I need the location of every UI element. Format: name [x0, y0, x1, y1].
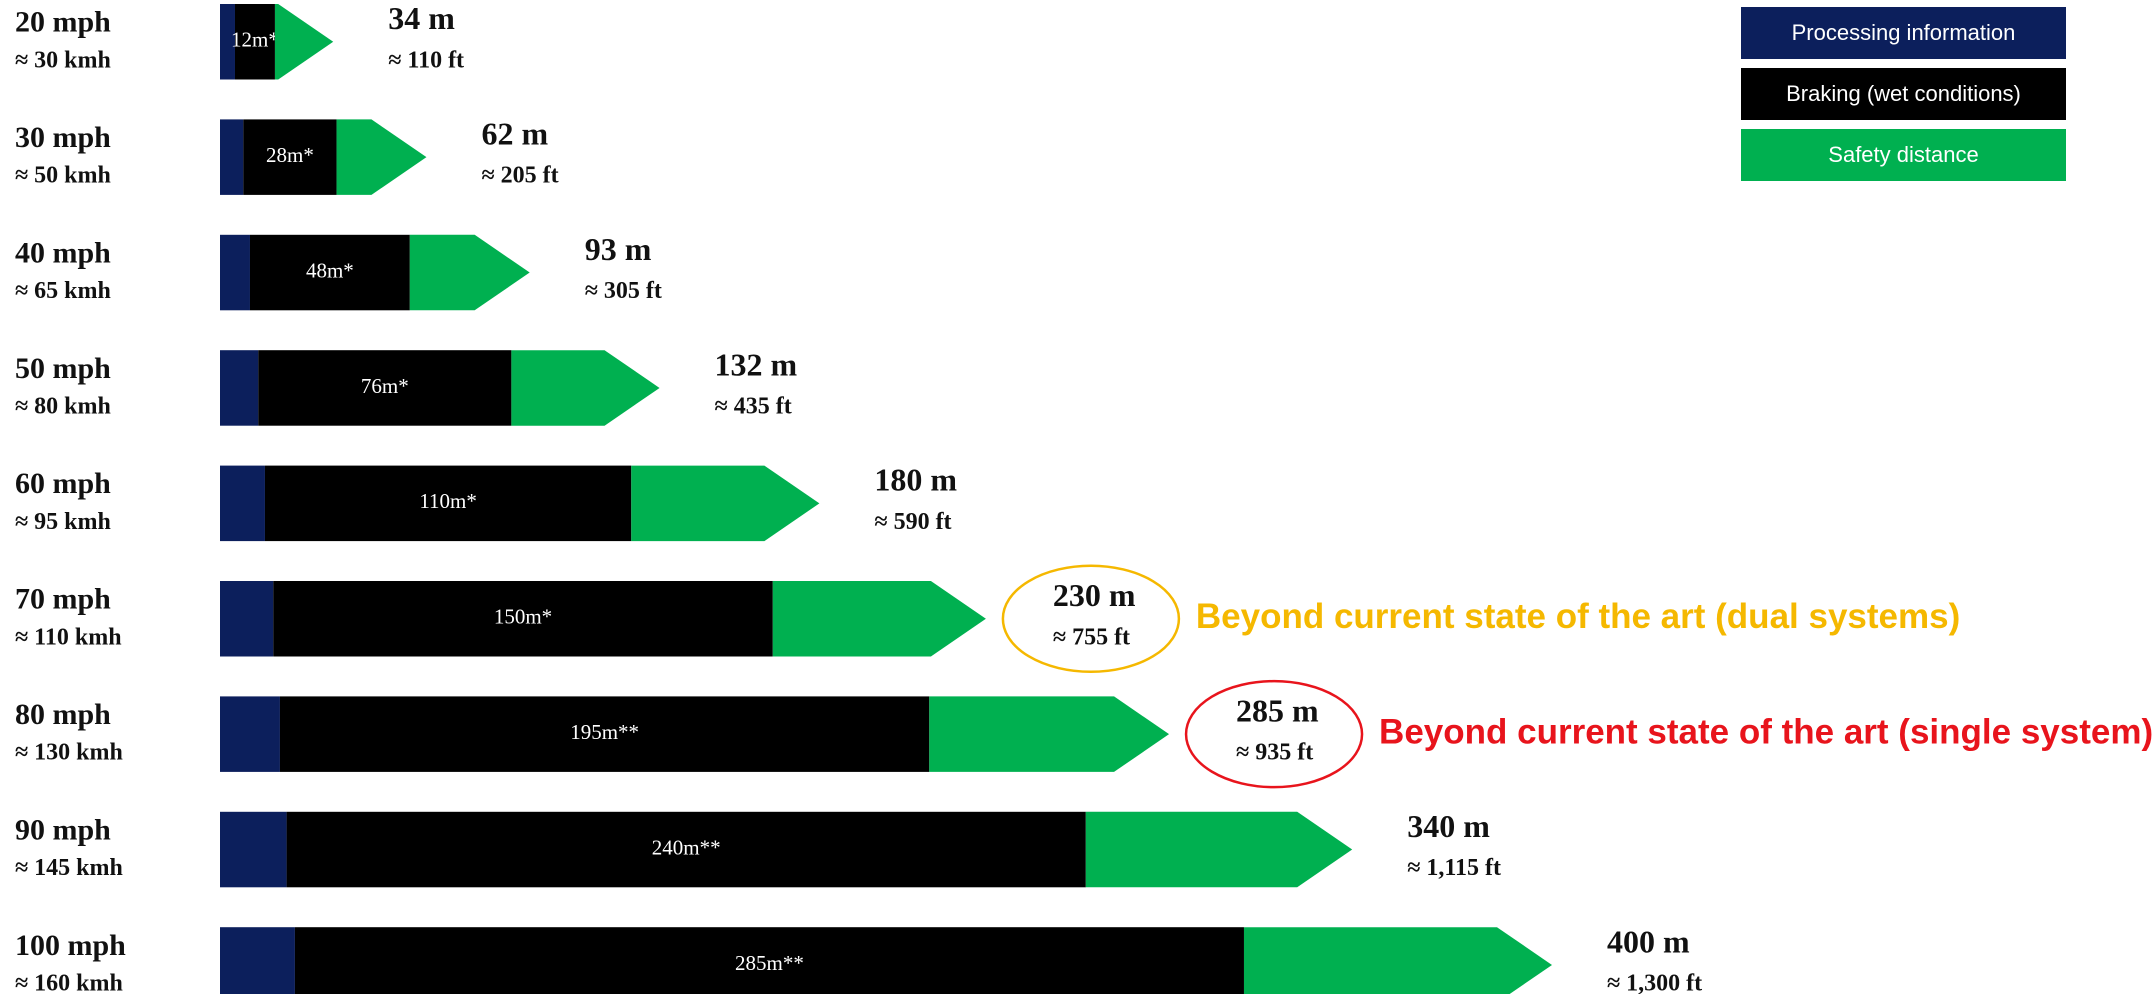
bar-segment — [929, 696, 1170, 772]
value-label: 48m* — [306, 258, 354, 282]
category-sublabel: ≈ 80 kmh — [15, 393, 111, 419]
total-sublabel: ≈ 755 ft — [1053, 624, 1130, 650]
bar-segment — [279, 696, 930, 772]
total-label: 132 m — [715, 346, 798, 382]
bar-segment — [249, 234, 410, 311]
value-label: 76m* — [361, 374, 409, 398]
total-sublabel: ≈ 110 ft — [388, 47, 464, 73]
legend-label: Safety distance — [1828, 142, 1978, 167]
total-sublabel: ≈ 205 ft — [481, 163, 558, 189]
bar-segment — [772, 581, 986, 657]
total-sublabel: ≈ 935 ft — [1236, 740, 1313, 766]
bar-segment — [234, 4, 275, 80]
annotation: Beyond current state of the art (single … — [1379, 712, 2153, 751]
category-label: 100 mph — [15, 929, 126, 962]
value-label: 110m* — [419, 489, 477, 513]
bar-segment — [258, 350, 512, 426]
total-label: 34 m — [388, 0, 455, 36]
legend-swatch — [1741, 68, 2066, 120]
total-label: 180 m — [874, 462, 957, 498]
bar-segment — [220, 234, 250, 311]
value-label: 240m** — [652, 835, 721, 859]
category-sublabel: ≈ 50 kmh — [15, 163, 111, 189]
annotation-ellipse — [1001, 564, 1181, 673]
total-sublabel: ≈ 1,300 ft — [1607, 970, 1702, 994]
bar-segment — [286, 811, 1086, 888]
bar-segment — [220, 4, 235, 80]
category-sublabel: ≈ 145 kmh — [15, 855, 123, 881]
bar-segment — [274, 4, 334, 80]
bar-segment — [273, 581, 773, 657]
total-label: 400 m — [1607, 923, 1690, 959]
category-label: 60 mph — [15, 467, 111, 500]
category-label: 30 mph — [15, 121, 111, 154]
total-sublabel: ≈ 1,115 ft — [1407, 855, 1501, 881]
category-sublabel: ≈ 160 kmh — [15, 970, 123, 994]
bar-segment — [294, 927, 1244, 994]
category-sublabel: ≈ 30 kmh — [15, 47, 111, 73]
bar-segment — [243, 119, 337, 195]
bar-segment — [631, 465, 820, 542]
value-label: 28m* — [266, 143, 314, 167]
category-label: 20 mph — [15, 6, 111, 39]
legend-label: Processing information — [1792, 20, 2016, 45]
total-sublabel: ≈ 305 ft — [585, 278, 662, 304]
total-label: 285 m — [1236, 692, 1319, 728]
bar-segment — [1085, 811, 1353, 888]
bar-segment — [1243, 927, 1552, 994]
total-label: 340 m — [1407, 808, 1490, 844]
category-sublabel: ≈ 110 kmh — [15, 624, 122, 650]
value-label: 195m** — [570, 720, 639, 744]
bar-segment — [220, 350, 259, 426]
bar-segment — [220, 119, 244, 195]
category-label: 40 mph — [15, 236, 111, 269]
legend-swatch — [1741, 7, 2066, 59]
bar-segment — [336, 119, 427, 195]
total-sublabel: ≈ 435 ft — [715, 393, 792, 419]
category-sublabel: ≈ 130 kmh — [15, 740, 123, 766]
bar-segment — [264, 465, 632, 542]
bar-segment — [511, 350, 660, 426]
total-label: 230 m — [1053, 577, 1136, 613]
annotation-ellipse — [1184, 679, 1364, 789]
annotation: Beyond current state of the art (dual sy… — [1196, 597, 1960, 636]
total-sublabel: ≈ 590 ft — [874, 509, 951, 535]
legend-swatch — [1741, 129, 2066, 181]
total-label: 62 m — [481, 115, 548, 151]
category-label: 70 mph — [15, 583, 111, 616]
value-label: 285m** — [735, 951, 804, 975]
bar-segment — [220, 811, 287, 888]
bar-segment — [220, 581, 274, 657]
category-sublabel: ≈ 65 kmh — [15, 278, 111, 304]
bar-segment — [220, 927, 295, 994]
category-label: 90 mph — [15, 813, 111, 846]
category-label: 80 mph — [15, 698, 111, 731]
legend-label: Braking (wet conditions) — [1786, 81, 2021, 106]
category-label: 50 mph — [15, 352, 111, 385]
bar-segment — [220, 465, 265, 542]
bar-segment — [220, 696, 280, 772]
bar-segment — [409, 234, 530, 311]
total-label: 93 m — [585, 231, 652, 267]
value-label: 150m* — [494, 605, 552, 629]
category-sublabel: ≈ 95 kmh — [15, 509, 111, 535]
value-label: 12m* — [231, 28, 279, 52]
